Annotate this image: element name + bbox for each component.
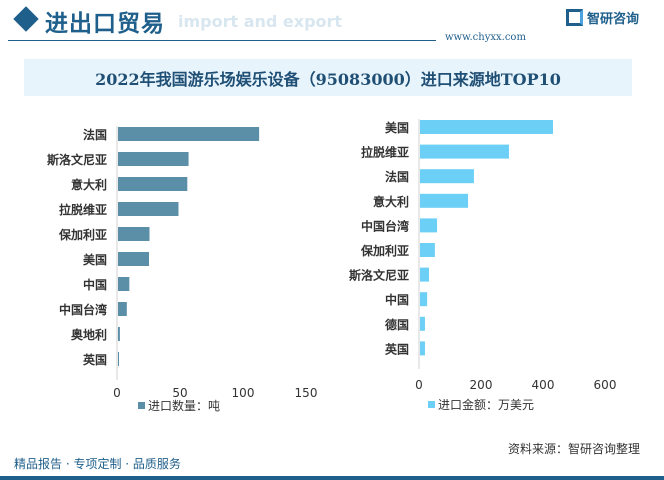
legend-swatch xyxy=(138,402,145,409)
footer-slogan: 精品报告 · 专项定制 · 品质服务 xyxy=(14,457,181,471)
logo-text: 智研咨询 xyxy=(587,12,640,27)
category-label: 意大利 xyxy=(373,194,409,209)
bar xyxy=(118,352,120,366)
x-tick-label: 0 xyxy=(415,378,423,392)
bar xyxy=(420,218,438,233)
bar xyxy=(420,341,425,356)
x-tick-label: 100 xyxy=(232,386,255,400)
bar xyxy=(118,227,150,241)
bar xyxy=(420,144,509,159)
category-label: 拉脱维亚 xyxy=(361,145,409,160)
bar xyxy=(420,120,553,134)
bar xyxy=(118,327,120,341)
legend-label: 进口金额：万美元 xyxy=(438,397,534,412)
category-label: 奥地利 xyxy=(71,327,107,342)
category-label: 斯洛文尼亚 xyxy=(47,152,107,167)
category-label: 拉脱维亚 xyxy=(59,202,107,217)
bar xyxy=(118,177,188,191)
bar xyxy=(118,202,179,216)
category-label: 德国 xyxy=(385,317,409,332)
source-note: 资料来源：智研咨询整理 xyxy=(508,442,641,456)
category-label: 中国 xyxy=(83,277,107,292)
category-label: 意大利 xyxy=(71,177,107,192)
x-tick-label: 400 xyxy=(532,378,555,392)
bar xyxy=(118,152,189,166)
chart-title-bar: 2022年我国游乐场娱乐设备（95083000）进口来源地TOP10 xyxy=(24,59,632,96)
category-label: 保加利亚 xyxy=(58,227,107,242)
bar xyxy=(118,277,130,291)
bar xyxy=(118,127,260,141)
category-label: 美国 xyxy=(385,120,409,135)
bar xyxy=(420,292,428,307)
header-subtitle: import and export xyxy=(178,12,343,31)
header-divider xyxy=(8,40,436,41)
category-label: 英国 xyxy=(83,352,107,367)
footer-bar xyxy=(0,476,664,480)
category-label: 美国 xyxy=(83,252,107,267)
category-label: 法国 xyxy=(385,169,409,184)
legend-swatch xyxy=(428,401,435,408)
bar xyxy=(420,267,429,282)
x-tick-label: 50 xyxy=(172,386,187,400)
bar xyxy=(118,302,127,316)
bar xyxy=(118,252,149,266)
category-label: 中国台湾 xyxy=(59,302,107,317)
header-title: 进出口贸易 xyxy=(45,11,165,37)
category-label: 英国 xyxy=(385,341,409,356)
category-label: 中国 xyxy=(385,292,409,307)
category-label: 保加利亚 xyxy=(360,243,409,258)
x-tick-label: 200 xyxy=(470,378,493,392)
bar xyxy=(420,169,474,184)
x-tick-label: 600 xyxy=(594,378,617,392)
legend-label: 进口数量：吨 xyxy=(148,398,220,413)
bar xyxy=(420,193,469,208)
bar xyxy=(420,243,435,257)
category-label: 斯洛文尼亚 xyxy=(349,268,409,283)
bar xyxy=(420,316,425,331)
category-label: 中国台湾 xyxy=(361,218,409,233)
category-label: 法国 xyxy=(83,127,107,142)
logo: 智研咨询 xyxy=(566,8,639,27)
chart-title: 2022年我国游乐场娱乐设备（95083000）进口来源地TOP10 xyxy=(95,69,561,89)
x-tick-label: 0 xyxy=(113,386,121,400)
logo-icon xyxy=(566,9,583,26)
x-tick-label: 150 xyxy=(295,386,318,400)
website-url: www.chyxx.com xyxy=(445,32,526,43)
